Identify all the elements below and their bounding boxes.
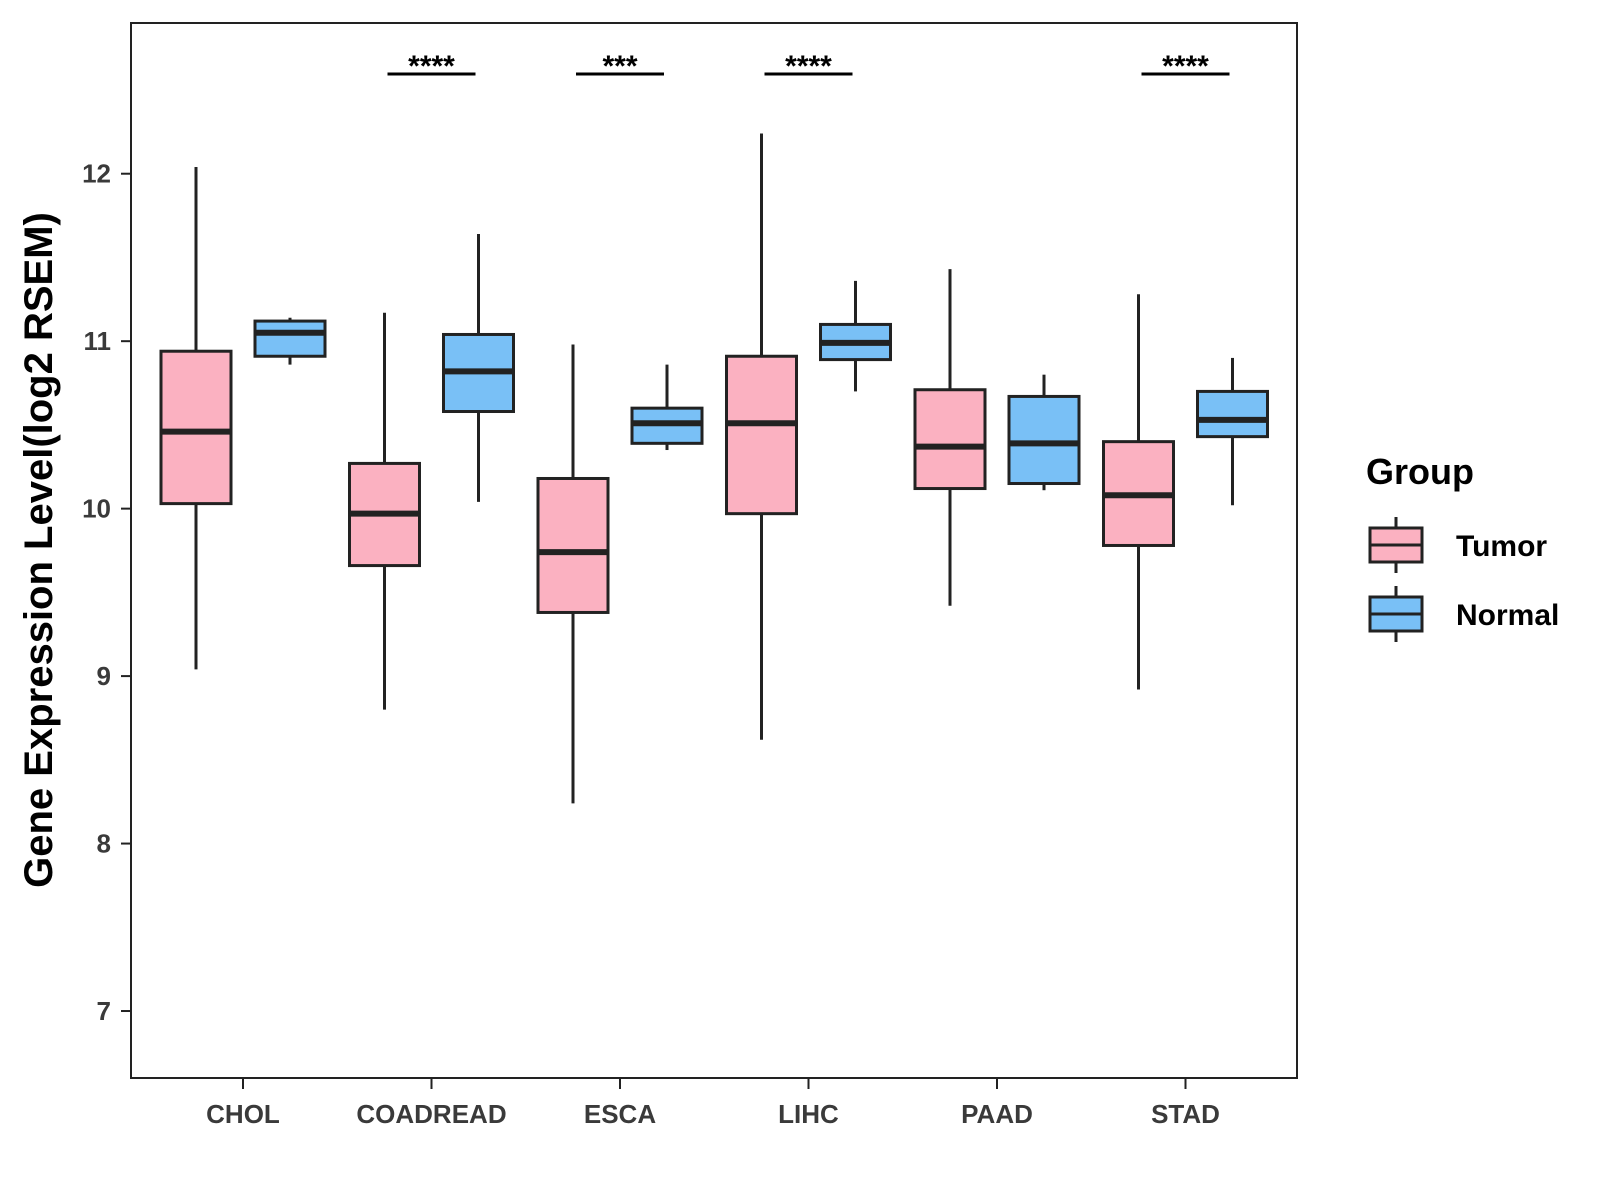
box-tumor-lihc xyxy=(725,133,798,740)
box-iqr xyxy=(1007,394,1081,486)
legend-item-tumor: Tumor xyxy=(1368,517,1547,573)
box-normal-chol xyxy=(253,317,327,365)
box-tumor-coadread xyxy=(348,312,421,710)
x-tick-label: STAD xyxy=(1151,1099,1220,1129)
x-tick-label: LIHC xyxy=(778,1099,839,1129)
x-tick-label: PAAD xyxy=(961,1099,1033,1129)
x-tick-label: CHOL xyxy=(206,1099,280,1129)
y-axis-title: Gene Expression Level(log2 RSEM) xyxy=(17,212,61,888)
box-tumor-chol xyxy=(159,167,233,670)
box-iqr xyxy=(159,349,233,506)
y-tick-label: 12 xyxy=(82,159,111,189)
y-tick-label: 9 xyxy=(97,661,111,691)
marks-layer: 7 8 9 10 11 12 CHOL COADREAD ESCA LIHC PAAD STAD ***… xyxy=(82,50,1269,1129)
box-iqr xyxy=(253,319,327,358)
box-iqr xyxy=(725,354,798,516)
box-tumor-paad xyxy=(913,269,987,606)
box-iqr xyxy=(913,388,987,491)
box-tumor-stad xyxy=(1102,294,1175,690)
x-tick-label: ESCA xyxy=(584,1099,656,1129)
box-normal-paad xyxy=(1007,374,1081,491)
significance-label: **** xyxy=(1162,50,1209,83)
y-tick-label: 7 xyxy=(97,996,111,1026)
box-normal-esca xyxy=(630,364,704,451)
box-normal-stad xyxy=(1196,357,1269,506)
box-iqr xyxy=(1196,389,1269,439)
y-tick-label: 8 xyxy=(97,829,111,859)
y-tick-label: 10 xyxy=(82,494,111,524)
box-tumor-esca xyxy=(536,344,610,804)
significance-label: **** xyxy=(408,50,455,83)
significance-label: *** xyxy=(602,50,637,83)
legend-item-normal: Normal xyxy=(1368,586,1559,642)
legend-label: Tumor xyxy=(1456,530,1547,563)
legend-title: Group xyxy=(1366,451,1474,492)
legend-label: Normal xyxy=(1456,599,1559,632)
y-tick-label: 11 xyxy=(84,326,112,356)
box-normal-coadread xyxy=(442,234,515,502)
box-normal-lihc xyxy=(819,280,892,392)
box-iqr xyxy=(536,476,610,614)
plot-panel-border xyxy=(130,22,1298,1079)
significance-label: **** xyxy=(785,50,832,83)
x-tick-label: COADREAD xyxy=(356,1099,506,1129)
legend: Tumor Normal xyxy=(1368,517,1559,642)
